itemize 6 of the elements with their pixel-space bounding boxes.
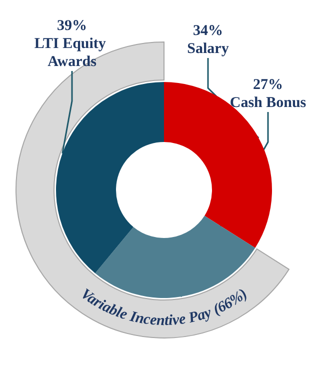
slice-label: LTI Equity Awards [34,36,110,70]
slice-label: Cash Bonus [230,95,306,111]
data-label: 34% [193,23,223,39]
data-label: 27% [253,77,283,93]
data-label: 39% [57,18,87,34]
slice-label: Salary [187,41,230,57]
